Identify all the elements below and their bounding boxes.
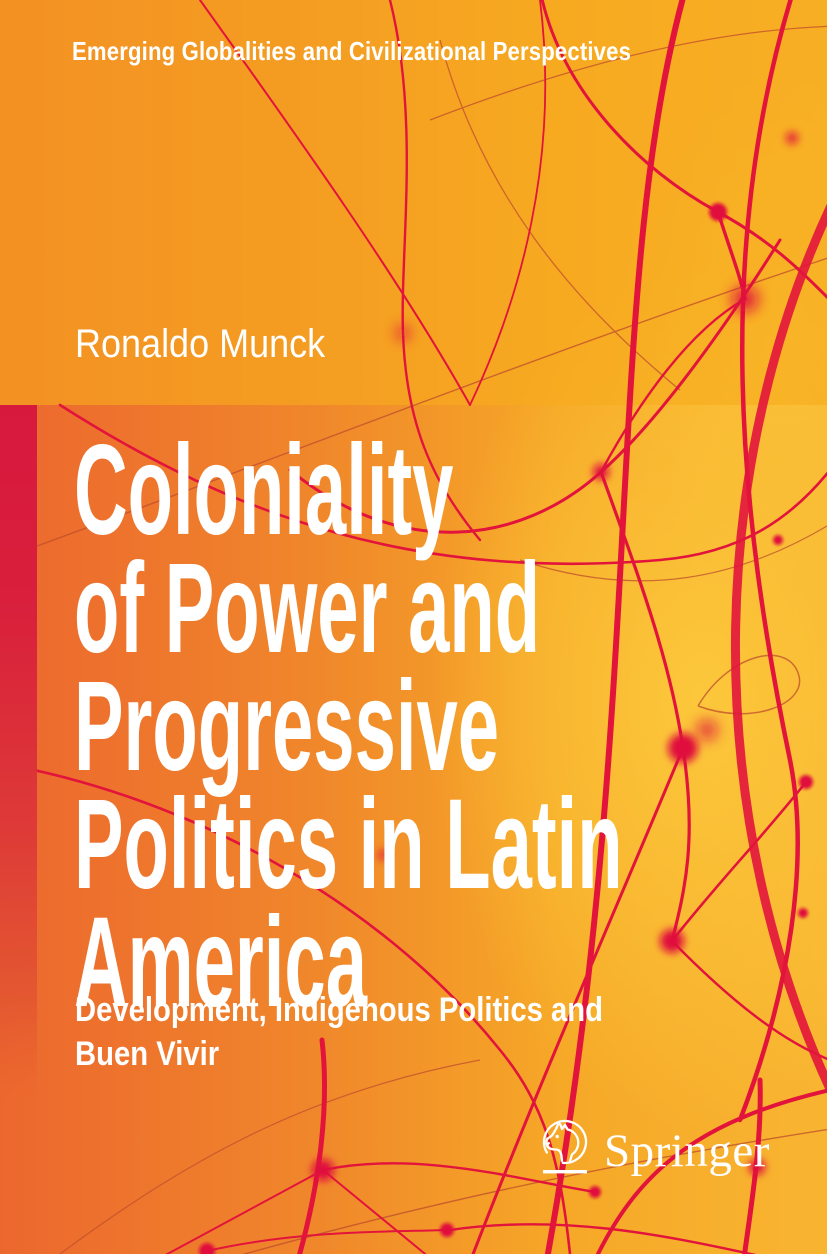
title-line: America	[74, 891, 368, 1034]
series-title: Emerging Globalities and Civilizational …	[72, 36, 632, 66]
book-subtitle: Development, Indigenous Politics and Bue…	[75, 988, 603, 1076]
title-line: Coloniality	[74, 419, 454, 562]
book-title: Coloniality of Power and Progressive Pol…	[74, 419, 623, 1034]
springer-horse-icon	[540, 1118, 590, 1180]
title-line: of Power and	[74, 537, 541, 680]
subtitle-line: Buen Vivir	[75, 1035, 220, 1073]
author-name: Ronaldo Munck	[75, 322, 326, 366]
title-line: Progressive	[74, 655, 500, 798]
subtitle-line: Development, Indigenous Politics and	[75, 991, 604, 1029]
publisher-logo: Springer	[540, 1118, 770, 1180]
title-line: Politics in Latin	[74, 773, 623, 916]
publisher-name: Springer	[604, 1125, 770, 1177]
left-accent-strip	[0, 405, 37, 1100]
